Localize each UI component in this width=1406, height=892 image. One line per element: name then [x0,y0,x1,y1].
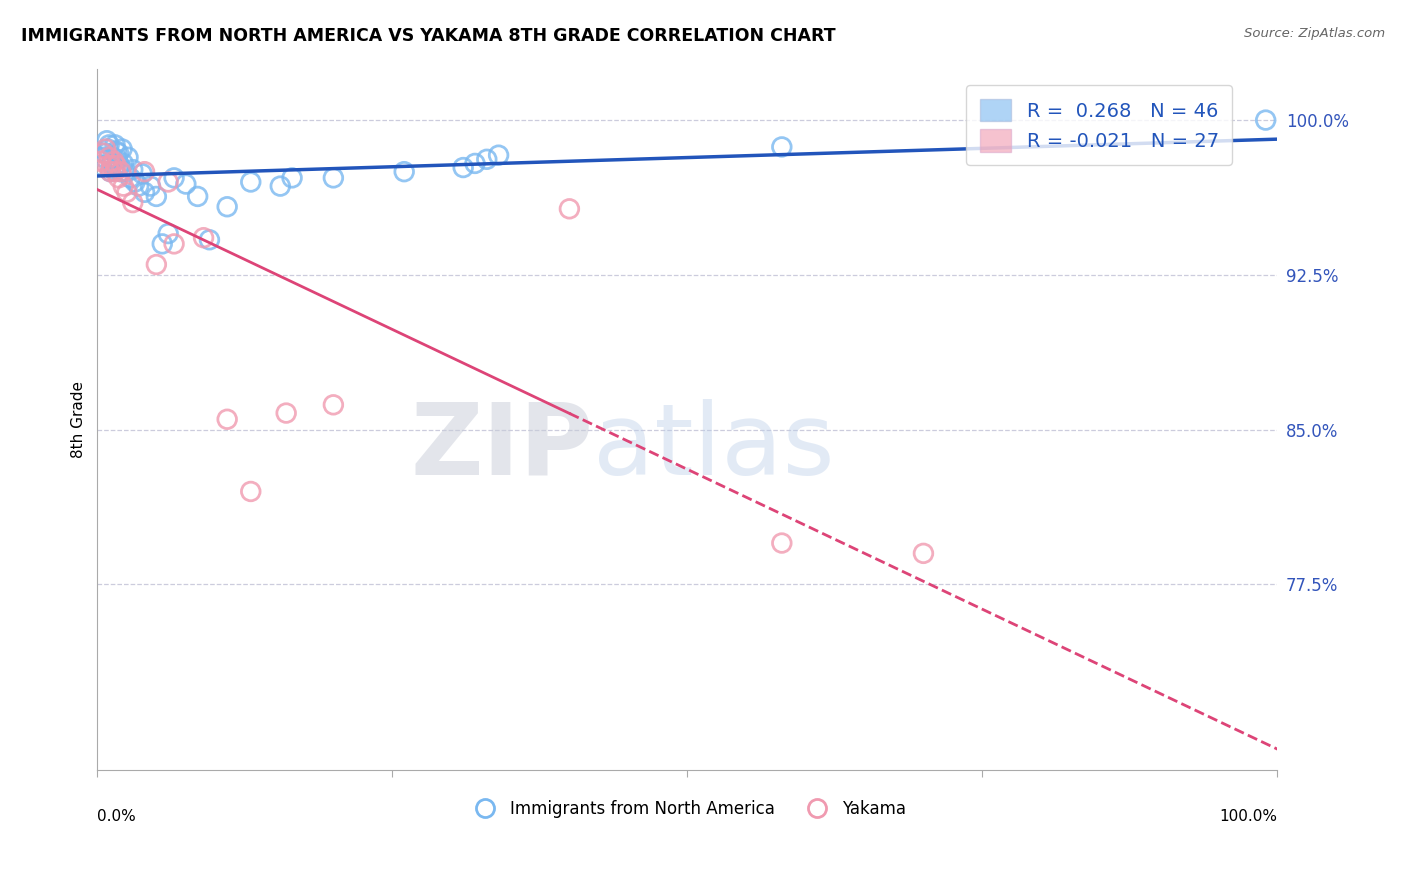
Point [112,179,135,194]
Point [121,195,143,210]
Point [98,164,121,178]
Point [145,258,167,272]
Point [121,162,143,177]
Point [98,137,121,152]
Point [322,398,344,412]
Point [100,156,122,170]
Point [912,546,935,560]
Point [98,164,121,178]
Point [269,179,291,194]
Point [322,170,344,185]
Point [770,536,793,550]
Point [108,159,131,173]
Point [120,170,142,185]
Point [131,167,153,181]
Point [157,227,180,241]
Point [281,170,304,185]
Text: atlas: atlas [593,399,835,496]
Point [217,412,239,426]
Point [392,164,415,178]
Point [110,164,132,178]
Text: ZIP: ZIP [411,399,593,496]
Point [107,170,129,185]
Point [451,161,474,175]
Point [91,146,114,161]
Point [163,170,186,185]
Point [198,233,221,247]
Legend: Immigrants from North America, Yakama: Immigrants from North America, Yakama [463,794,912,825]
Point [150,236,173,251]
Text: IMMIGRANTS FROM NORTH AMERICA VS YAKAMA 8TH GRADE CORRELATION CHART: IMMIGRANTS FROM NORTH AMERICA VS YAKAMA … [21,27,835,45]
Point [100,159,122,173]
Point [98,150,121,164]
Point [464,156,486,170]
Point [488,148,510,162]
Y-axis label: 8th Grade: 8th Grade [72,381,86,458]
Point [134,186,156,200]
Point [101,150,124,164]
Point [104,164,127,178]
Point [90,159,112,173]
Text: Source: ZipAtlas.com: Source: ZipAtlas.com [1244,27,1385,40]
Point [114,164,136,178]
Point [770,140,793,154]
Point [90,154,112,169]
Point [139,179,162,194]
Point [163,236,186,251]
Point [239,484,262,499]
Point [97,159,120,173]
Point [239,175,262,189]
Point [187,189,209,203]
Point [97,142,120,156]
Point [1254,113,1277,128]
Point [105,144,128,158]
Point [112,156,135,170]
Point [94,142,117,156]
Point [174,177,197,191]
Point [145,189,167,203]
Point [157,175,180,189]
Point [96,134,118,148]
Text: 100.0%: 100.0% [1219,808,1278,823]
Point [193,230,215,244]
Point [111,142,134,156]
Text: 0.0%: 0.0% [97,808,136,823]
Point [110,164,132,178]
Point [105,159,128,173]
Point [103,162,125,177]
Point [475,153,498,167]
Point [104,137,127,152]
Point [117,150,139,164]
Point [107,146,129,161]
Point [115,186,138,200]
Point [107,153,129,167]
Point [91,150,114,164]
Point [94,146,117,161]
Point [134,164,156,178]
Point [128,179,150,194]
Point [217,200,239,214]
Point [124,175,146,189]
Point [558,202,581,216]
Point [103,154,125,169]
Point [276,406,298,420]
